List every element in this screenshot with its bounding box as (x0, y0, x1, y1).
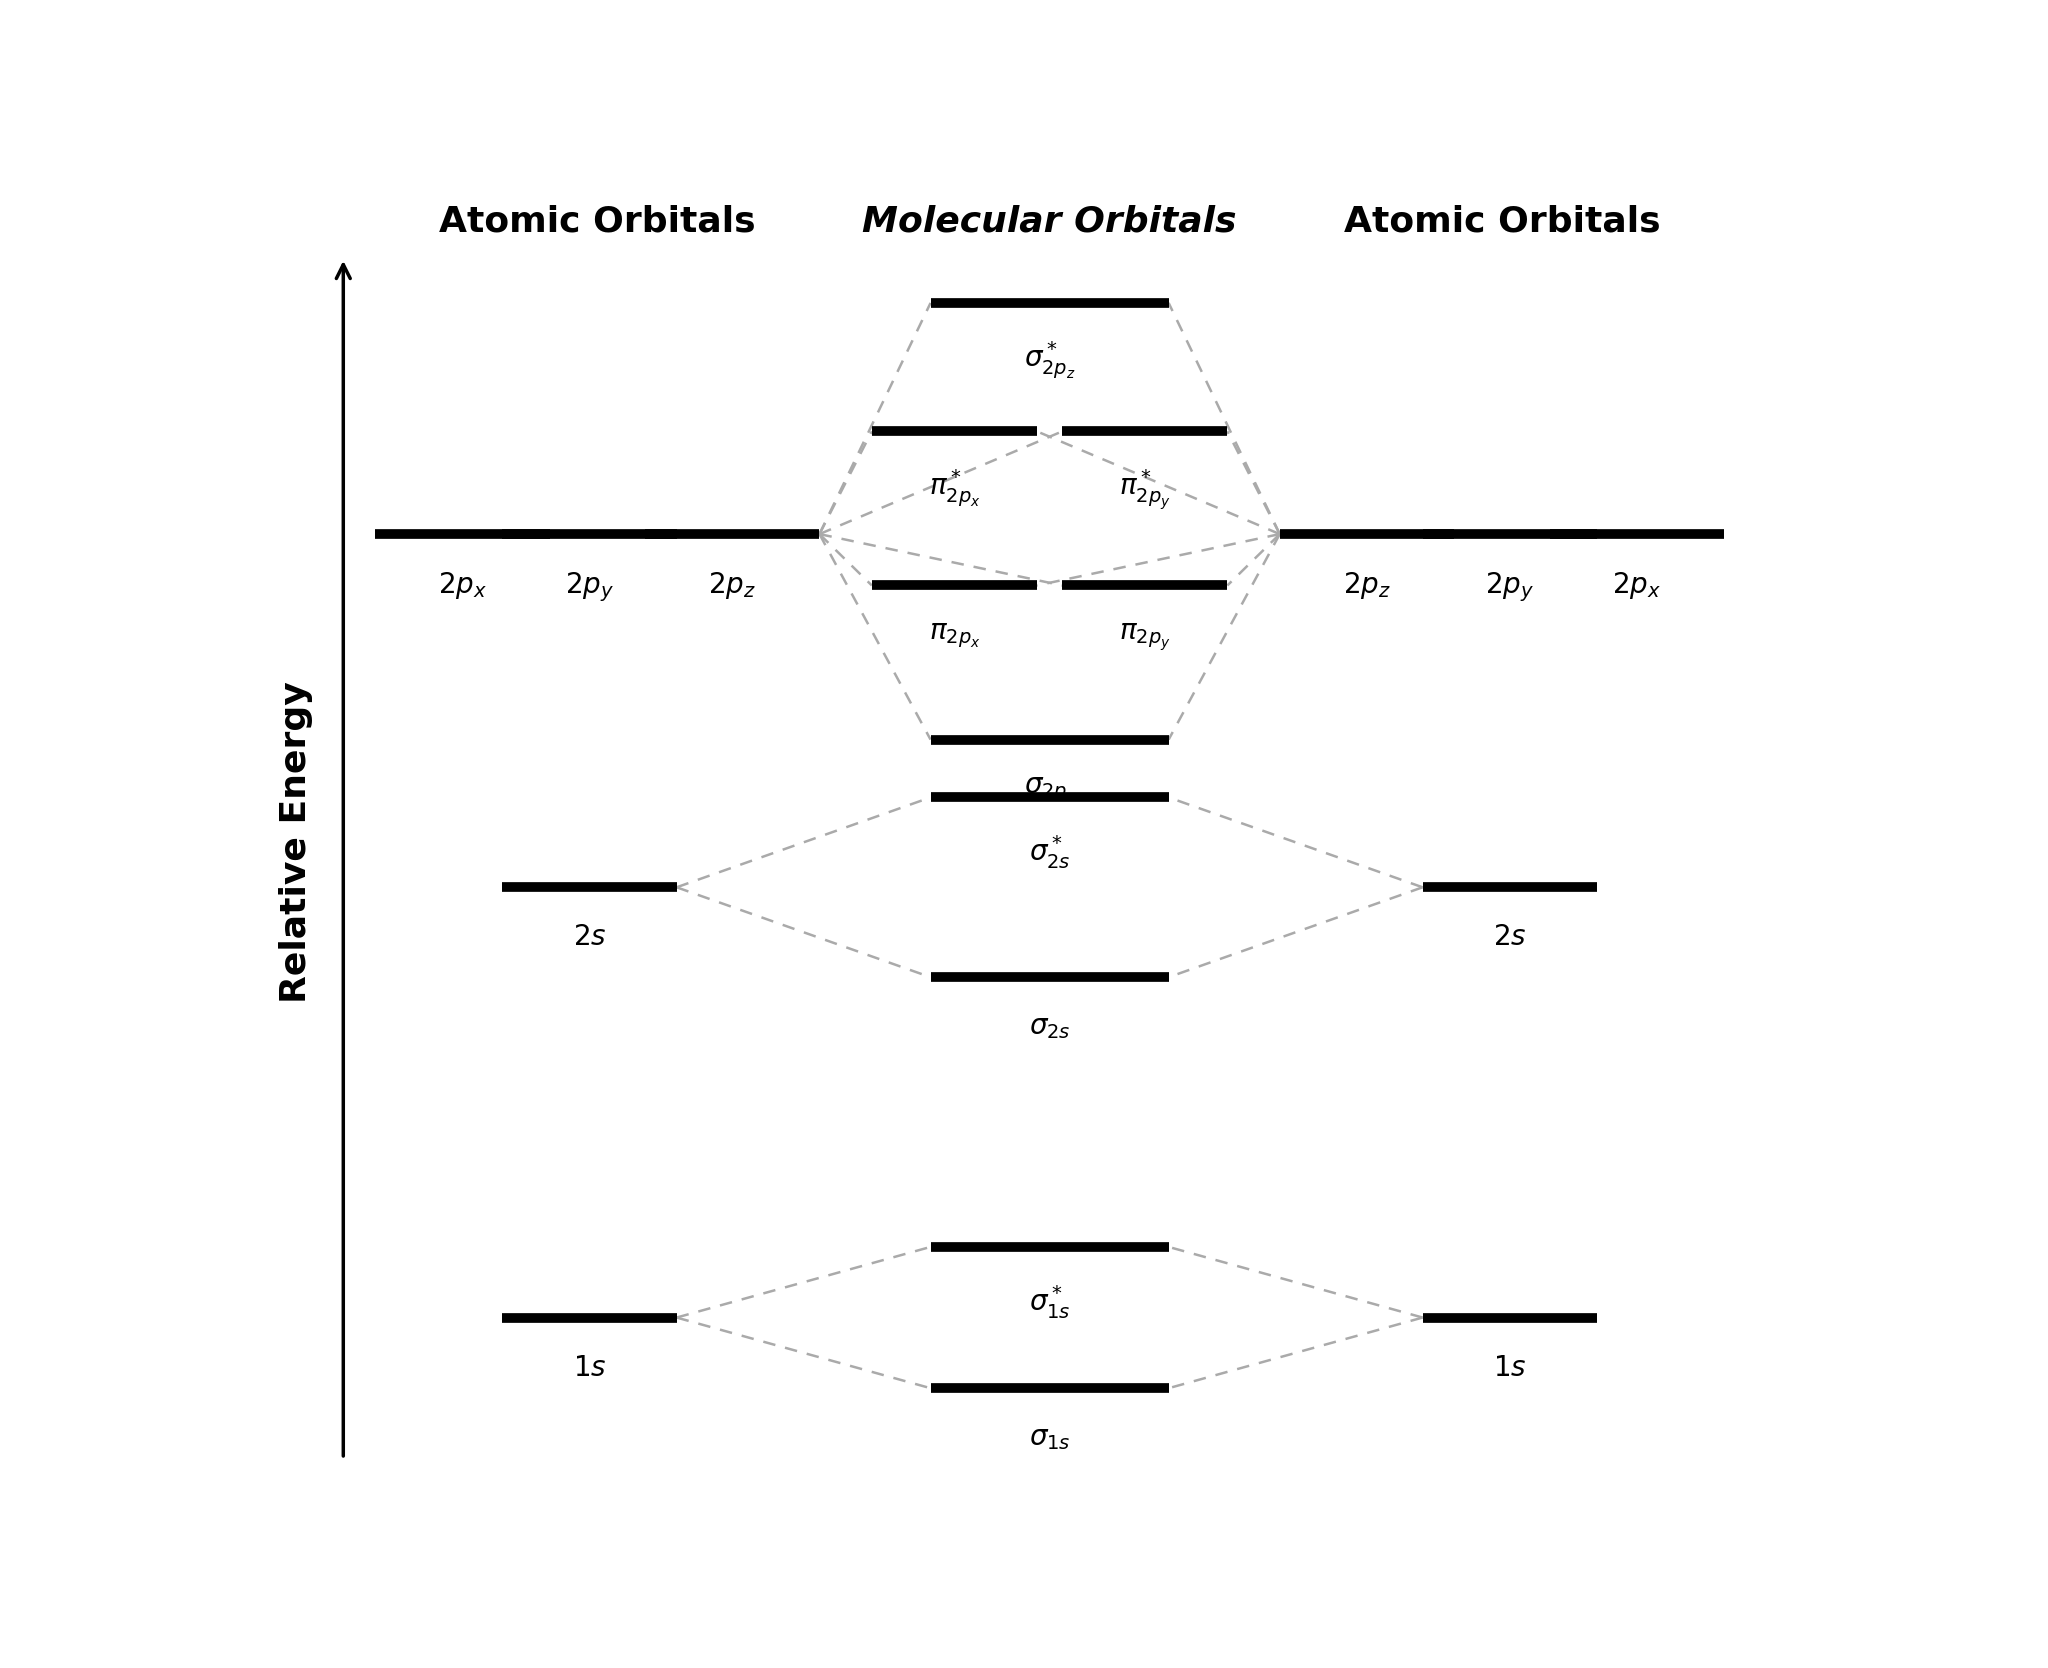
Text: Molecular Orbitals: Molecular Orbitals (862, 205, 1237, 239)
Text: $2p_y$: $2p_y$ (565, 570, 614, 604)
Text: Relative Energy: Relative Energy (279, 682, 313, 1002)
Text: $\sigma_{1s}$: $\sigma_{1s}$ (1028, 1424, 1071, 1453)
Text: $2p_z$: $2p_z$ (709, 570, 756, 600)
Text: $1s$: $1s$ (573, 1353, 606, 1381)
Text: $\pi_{2p_x}$: $\pi_{2p_x}$ (928, 622, 981, 651)
Text: $1s$: $1s$ (1493, 1353, 1526, 1381)
Text: $2s$: $2s$ (1493, 924, 1526, 951)
Text: $2p_z$: $2p_z$ (1343, 570, 1391, 600)
Text: $\sigma^*_{1s}$: $\sigma^*_{1s}$ (1028, 1283, 1071, 1321)
Text: $2p_x$: $2p_x$ (1612, 570, 1661, 600)
Text: $\pi_{2p_y}$: $\pi_{2p_y}$ (1118, 622, 1171, 652)
Text: Atomic Orbitals: Atomic Orbitals (1343, 205, 1661, 239)
Text: $\sigma_{2p_z}$: $\sigma_{2p_z}$ (1024, 776, 1075, 804)
Text: $\sigma^*_{2p_z}$: $\sigma^*_{2p_z}$ (1024, 339, 1075, 380)
Text: $\pi^*_{2p_x}$: $\pi^*_{2p_x}$ (928, 467, 981, 509)
Text: $\sigma^*_{2s}$: $\sigma^*_{2s}$ (1028, 834, 1071, 871)
Text: Atomic Orbitals: Atomic Orbitals (438, 205, 756, 239)
Text: $2s$: $2s$ (573, 924, 606, 951)
Text: $\sigma_{2s}$: $\sigma_{2s}$ (1028, 1012, 1071, 1041)
Text: $\pi^*_{2p_y}$: $\pi^*_{2p_y}$ (1118, 467, 1171, 512)
Text: $2p_x$: $2p_x$ (438, 570, 487, 600)
Text: $2p_y$: $2p_y$ (1485, 570, 1534, 604)
